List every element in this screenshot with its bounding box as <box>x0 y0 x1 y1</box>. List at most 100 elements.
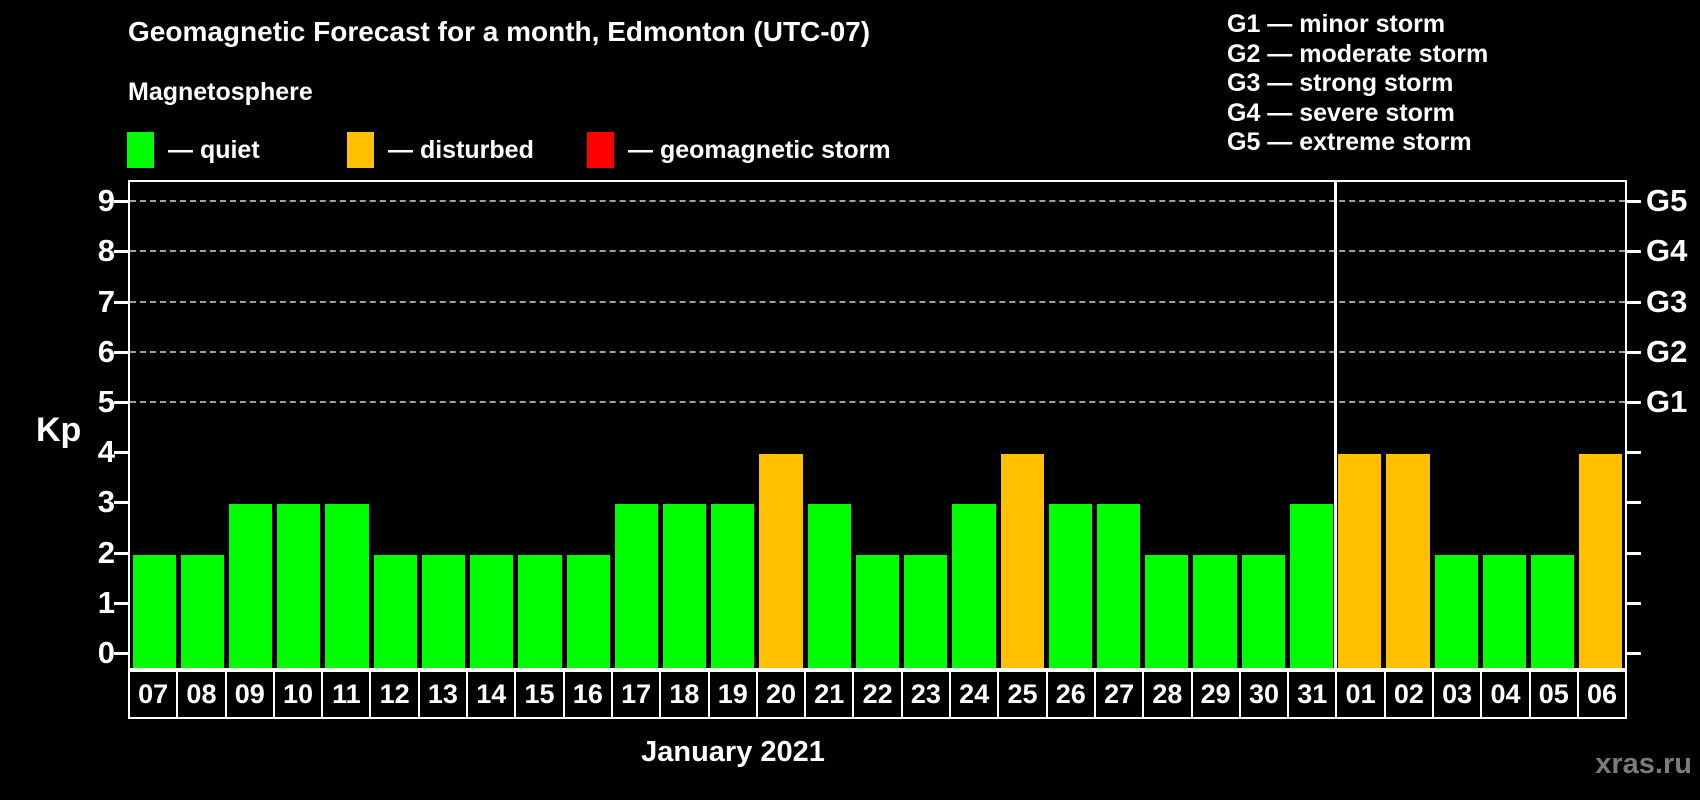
storm-scale-legend-line-5: G5 — extreme storm <box>1227 128 1472 156</box>
left-tick-kp-4 <box>114 451 128 455</box>
day-label-08: 08 <box>178 672 227 717</box>
bar-day-03 <box>1434 554 1478 668</box>
legend-item-quiet: — quiet <box>127 131 260 169</box>
kp-tick-label-3: 3 <box>97 484 115 520</box>
day-label-07: 07 <box>130 672 179 717</box>
right-tick-kp-4 <box>1627 451 1641 455</box>
day-label-21: 21 <box>806 672 855 717</box>
right-tick-kp-8 <box>1627 250 1641 254</box>
legend-label-quiet: — quiet <box>168 135 260 164</box>
legend-item-storm: — geomagnetic storm <box>587 131 891 169</box>
legend-swatch-storm <box>587 132 614 168</box>
bar-day-02 <box>1386 454 1430 668</box>
kp-tick-label-7: 7 <box>97 283 115 319</box>
bar-day-08 <box>180 554 224 668</box>
gridline-kp-9 <box>130 200 1625 203</box>
right-tick-kp-9 <box>1627 200 1641 204</box>
left-tick-kp-6 <box>114 350 128 354</box>
day-label-24: 24 <box>951 672 1000 717</box>
bar-day-11 <box>325 504 369 668</box>
day-label-01: 01 <box>1337 672 1386 717</box>
day-label-17: 17 <box>612 672 662 717</box>
day-label-04: 04 <box>1482 672 1531 717</box>
storm-scale-legend-line-1: G1 — minor storm <box>1227 10 1446 38</box>
legend-item-disturbed: — disturbed <box>347 131 534 169</box>
bar-day-23 <box>904 554 948 668</box>
storm-scale-legend-line-3: G3 — strong storm <box>1227 69 1454 97</box>
bar-day-13 <box>421 554 466 668</box>
bar-day-27 <box>1097 504 1141 668</box>
kp-axis-title: Kp <box>36 411 82 449</box>
day-label-28: 28 <box>1144 672 1193 717</box>
day-label-12: 12 <box>371 672 420 717</box>
day-label-22: 22 <box>854 672 903 717</box>
legend-swatch-disturbed <box>347 132 374 168</box>
bar-day-12 <box>373 554 417 668</box>
left-tick-kp-7 <box>114 300 128 304</box>
plot-area <box>128 180 1627 670</box>
legend-swatch-quiet <box>127 132 154 168</box>
magnetosphere-label: Magnetosphere <box>128 78 313 106</box>
gridline-kp-5 <box>130 401 1625 403</box>
kp-tick-label-1: 1 <box>97 584 115 620</box>
month-axis-label: January 2021 <box>641 736 825 768</box>
right-tick-kp-5 <box>1627 401 1641 404</box>
day-label-20: 20 <box>757 672 807 717</box>
day-label-05: 05 <box>1530 672 1579 717</box>
bar-day-09 <box>228 504 273 668</box>
right-tick-kp-3 <box>1627 501 1641 505</box>
left-tick-kp-2 <box>114 551 128 555</box>
day-label-27: 27 <box>1095 672 1145 717</box>
day-label-19: 19 <box>709 672 758 717</box>
legend-label-disturbed: — disturbed <box>388 135 534 164</box>
day-label-06: 06 <box>1578 672 1626 717</box>
left-tick-kp-1 <box>114 601 128 605</box>
bar-day-18 <box>662 504 707 668</box>
storm-scale-legend-line-4: G4 — severe storm <box>1227 98 1455 127</box>
bar-day-31 <box>1289 504 1334 668</box>
g-scale-label-G4: G4 <box>1646 233 1688 269</box>
right-tick-kp-6 <box>1627 350 1641 354</box>
day-label-10: 10 <box>274 672 324 717</box>
right-tick-kp-2 <box>1627 551 1641 555</box>
day-label-23: 23 <box>902 672 952 717</box>
bar-day-05 <box>1531 554 1575 668</box>
bar-day-07 <box>132 554 176 668</box>
bar-day-25 <box>1000 454 1044 668</box>
g-scale-label-G5: G5 <box>1646 183 1688 219</box>
g-scale-label-G2: G2 <box>1646 333 1688 369</box>
left-tick-kp-5 <box>114 401 128 404</box>
day-label-14: 14 <box>468 672 517 717</box>
legend-label-storm: — geomagnetic storm <box>628 135 891 164</box>
kp-tick-label-2: 2 <box>97 534 115 570</box>
bar-day-16 <box>566 554 610 668</box>
day-label-15: 15 <box>516 672 565 717</box>
bar-day-20 <box>759 454 803 668</box>
bar-day-26 <box>1048 504 1092 668</box>
bar-day-01 <box>1338 454 1382 668</box>
day-label-03: 03 <box>1434 672 1483 717</box>
bar-day-17 <box>614 504 658 668</box>
day-label-09: 09 <box>226 672 275 717</box>
day-axis: 07 08 09 10 11 12 13 14 15 16 17 18 19 20 21 22 23 24 25 26… <box>128 670 1627 719</box>
day-label-31: 31 <box>1289 672 1338 717</box>
kp-tick-label-6: 6 <box>97 333 115 369</box>
right-tick-kp-1 <box>1627 601 1641 605</box>
left-tick-kp-9 <box>114 200 128 204</box>
day-label-18: 18 <box>661 672 710 717</box>
bar-day-28 <box>1145 554 1189 668</box>
g-scale-label-G1: G1 <box>1646 384 1688 419</box>
bar-day-21 <box>807 504 851 668</box>
bar-day-14 <box>470 554 514 668</box>
bar-day-24 <box>952 504 996 668</box>
watermark: xras.ru <box>1595 748 1692 780</box>
left-tick-kp-8 <box>114 250 128 254</box>
left-tick-kp-0 <box>114 652 128 655</box>
bar-day-19 <box>711 504 755 668</box>
day-label-26: 26 <box>1047 672 1096 717</box>
day-label-25: 25 <box>999 672 1048 717</box>
bar-day-22 <box>855 554 900 668</box>
month-separator-line <box>1334 182 1338 668</box>
kp-tick-label-0: 0 <box>97 635 115 670</box>
